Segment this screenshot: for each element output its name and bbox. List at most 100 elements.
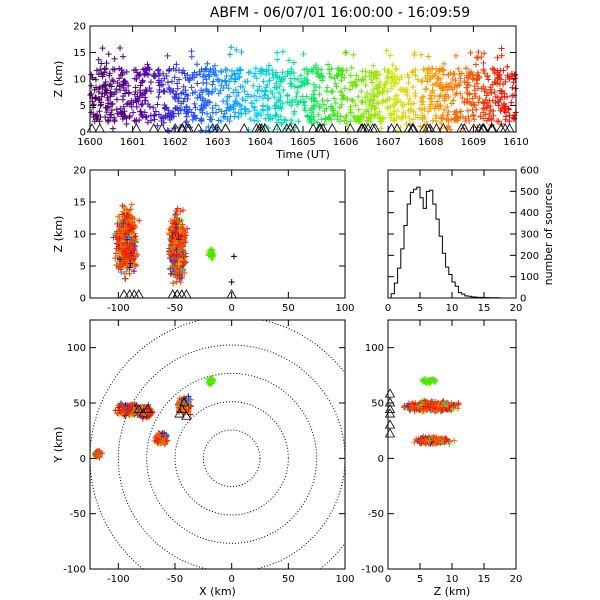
time-height-source [92,76,99,83]
time-height-source [332,100,339,107]
xz-source [136,217,143,224]
station-triangle [384,388,396,398]
time-height-source [297,83,304,90]
time-height-source [307,116,314,123]
time-height-source [278,121,285,128]
time-height-source [291,108,298,115]
time-height-source [473,106,480,113]
time-height-source [438,83,445,90]
time-height-source [143,113,150,120]
time-height-source [148,117,155,124]
time-height-source [123,120,130,127]
time-height-source [246,108,253,115]
time-height-source [108,111,115,118]
x-tick-label: 5 [417,303,423,314]
time-height-source [444,103,451,110]
time-height-source [438,115,445,122]
time-height-source [235,89,242,96]
time-height-source [420,93,427,100]
time-height-source [363,118,370,125]
time-height-source [204,87,211,94]
time-height-source [436,68,443,75]
time-height-source [289,97,296,104]
time-height-source [242,97,249,104]
time-height-source [217,87,224,94]
time-height-source [178,100,185,107]
plan-source [94,451,101,458]
time-height-source [312,98,319,105]
time-height-source [279,78,286,85]
time-height-source [251,70,258,77]
time-height-source [419,112,426,119]
time-height-source [173,67,180,74]
time-height-source [210,78,217,85]
time-height-source [459,113,466,120]
time-height-source [117,72,124,79]
yz-source [417,435,424,442]
time-height-source [287,80,294,87]
yz-source [441,399,448,406]
time-height-source [199,109,206,116]
time-height-source [457,75,464,82]
xz-source [121,275,128,282]
xz-source [128,201,135,208]
time-height-source [502,78,509,85]
time-height-source [401,101,408,108]
time-height-source [271,94,278,101]
time-height-source [251,92,258,99]
time-height-source [133,69,140,76]
time-height-source [286,57,292,64]
time-height-source [186,75,193,82]
y-tick-label: -100 [63,565,86,576]
time-height-source [160,115,167,122]
xz-source [129,237,136,244]
time-height-source [404,71,411,78]
time-height-source [398,115,405,122]
time-height-source [428,95,435,102]
x-tick-label: -100 [107,303,130,314]
time-height-source [277,94,284,101]
time-height-panel: 1600 1601 1602 1603 1604 1605 1606 1607 1608 1609… [52,22,529,162]
yz-source [436,436,443,443]
time-height-source [316,104,323,111]
time-height-source [95,56,102,63]
time-height-source [412,66,419,73]
time-height-source [234,67,241,74]
time-height-source [103,60,110,67]
xz-source [177,208,184,215]
time-height-source [125,90,132,97]
time-height-source [336,118,343,125]
xz-source [134,251,141,258]
time-height-source [335,65,342,72]
time-height-source [441,95,448,102]
time-height-source [445,108,452,115]
xz-source [180,253,187,260]
time-height-source [161,75,168,82]
time-height-source [506,112,513,119]
xz-source [171,256,178,263]
time-height-source [232,75,239,82]
time-height-source [410,108,417,115]
time-height-source [191,69,198,76]
time-height-source [232,86,239,93]
station-triangle [156,123,168,133]
time-height-source [470,112,477,119]
time-height-source [378,118,385,125]
time-height-source [504,63,511,70]
xz-source [177,279,184,286]
time-height-source [113,96,120,103]
time-height-source [362,73,369,80]
time-height-source [100,71,107,78]
time-height-source [494,118,501,125]
time-height-source [272,102,279,109]
time-height-source [146,103,153,110]
range-ring [90,320,345,569]
time-height-source [477,113,484,120]
x-tick-label: 1607 [375,137,400,148]
time-height-source [232,98,239,105]
xz-source [174,211,181,218]
time-height-source [370,72,377,79]
time-height-source [233,93,240,100]
time-height-source [189,90,196,97]
time-height-source [444,112,451,119]
